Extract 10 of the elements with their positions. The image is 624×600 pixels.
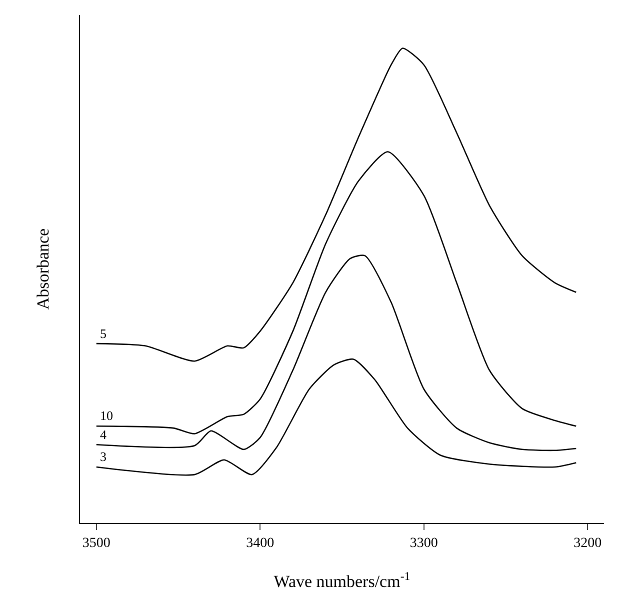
series-label: 5: [100, 326, 106, 341]
series-label: 4: [100, 427, 107, 442]
x-tick-label: 3400: [246, 536, 274, 551]
x-axis-title: Wave numbers/cm$^{-1}$: [274, 569, 410, 592]
y-axis-title: Absorbance: [34, 228, 53, 310]
series-label: 3: [100, 449, 106, 464]
x-tick-label: 3200: [574, 536, 602, 551]
series-label: 10: [100, 408, 113, 423]
x-tick-label: 3300: [410, 536, 438, 551]
x-tick-label: 3500: [82, 536, 110, 551]
